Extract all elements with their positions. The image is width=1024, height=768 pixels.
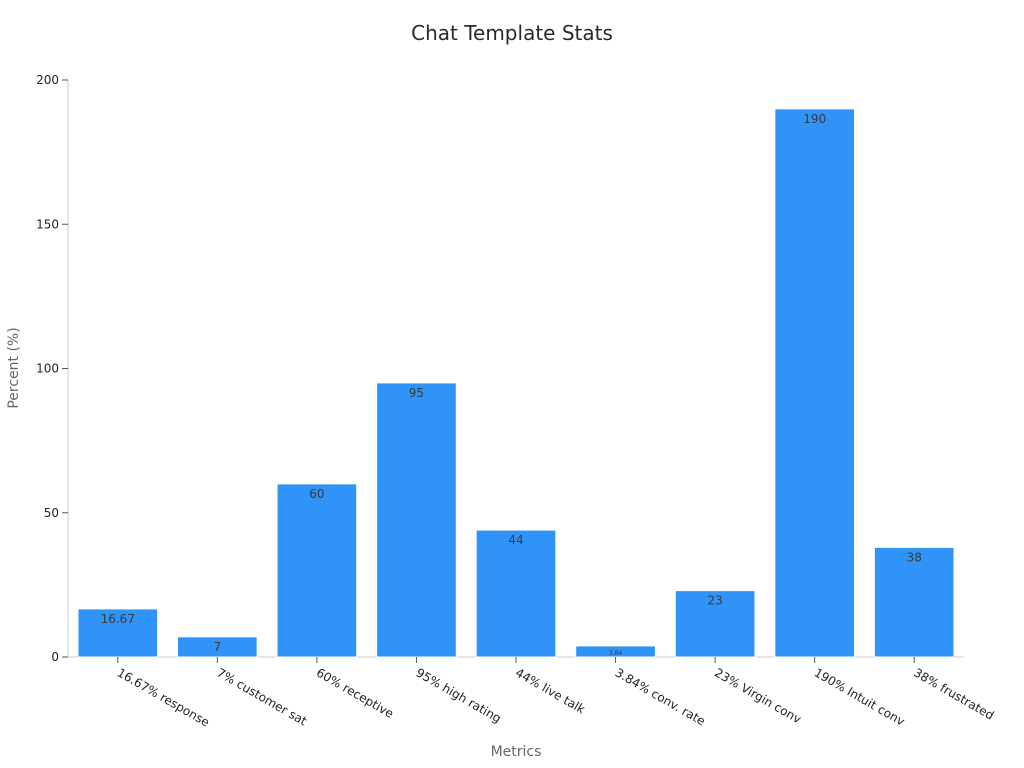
- bar: [276, 483, 358, 658]
- y-tick-label: 200: [36, 73, 59, 87]
- bar-value-label: 3.84: [609, 650, 623, 657]
- y-tick-label: 150: [36, 217, 59, 231]
- x-tick-label: 44% live talk: [513, 665, 587, 716]
- bar-value-label: 190: [803, 112, 826, 126]
- x-tick-label: 60% receptive: [314, 665, 396, 720]
- y-axis-title: Percent (%): [6, 327, 22, 408]
- x-axis-title: Metrics: [491, 744, 542, 760]
- x-tick-label: 38% frustrated: [911, 665, 996, 722]
- chart-title: Chat Template Stats: [411, 21, 613, 45]
- bar-value-label: 38: [907, 550, 922, 564]
- bar-value-label: 95: [409, 386, 424, 400]
- bar-value-label: 60: [309, 487, 324, 501]
- x-tick-label: 95% high rating: [413, 665, 503, 725]
- x-tick-label: 23% Virgin conv: [712, 665, 803, 726]
- bar-value-label: 7: [214, 640, 222, 654]
- bar-value-label: 44: [508, 533, 523, 547]
- x-tick-label: 16.67% response: [115, 665, 212, 729]
- bar: [376, 382, 457, 658]
- bar: [774, 108, 855, 658]
- bar: [475, 529, 557, 658]
- bar-value-label: 23: [707, 594, 722, 608]
- bar-value-label: 16.67: [101, 612, 135, 626]
- y-tick-label: 0: [51, 650, 59, 664]
- x-tick-label: 7% customer sat: [214, 665, 309, 728]
- bar-group: 16.67 7 60 95 44 3.84 23 190 38: [77, 108, 955, 658]
- x-tick-label: 190% Intuit conv: [812, 665, 907, 728]
- x-tick-label: 3.84% conv. rate: [613, 665, 708, 728]
- y-tick-label: 50: [44, 506, 59, 520]
- y-tick-label: 100: [36, 362, 59, 376]
- x-axis-ticks: 16.67% response 7% customer sat 60% recept…: [115, 657, 996, 730]
- y-axis-ticks: 0 50 100 150 200: [36, 73, 68, 664]
